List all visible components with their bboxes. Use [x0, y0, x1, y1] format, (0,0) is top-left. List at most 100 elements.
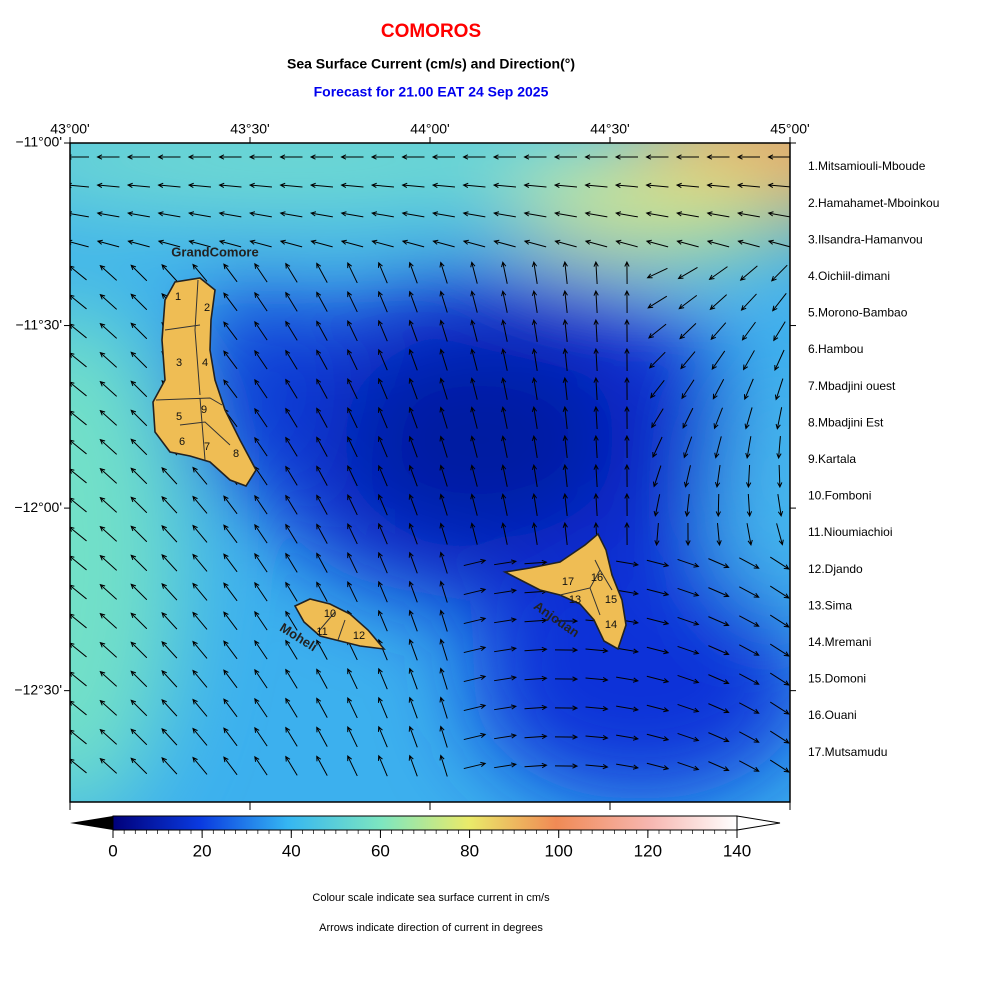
current-arrow — [192, 582, 208, 601]
current-arrow — [96, 211, 120, 218]
current-arrow — [377, 580, 388, 603]
current-arrow — [501, 522, 508, 545]
current-arrow — [408, 464, 418, 487]
current-arrow — [624, 463, 630, 488]
current-arrow — [524, 675, 548, 682]
current-arrow — [524, 559, 548, 566]
current-arrow — [70, 526, 87, 542]
current-arrow — [439, 696, 448, 719]
current-arrow — [192, 524, 208, 543]
current-arrow — [161, 728, 178, 746]
note: Arrows indicate direction of current in … — [319, 922, 543, 934]
current-arrow — [408, 580, 418, 603]
current-arrow — [161, 525, 178, 543]
current-arrow — [678, 294, 698, 310]
current-arrow — [772, 293, 787, 312]
current-arrow — [624, 260, 630, 285]
current-arrow — [408, 725, 418, 748]
current-arrow — [126, 154, 150, 160]
current-arrow — [187, 154, 211, 160]
current-arrow — [593, 347, 599, 372]
current-arrow — [439, 580, 448, 603]
current-arrow — [501, 319, 508, 342]
current-arrow — [524, 617, 548, 624]
current-arrow — [316, 581, 328, 602]
current-arrow — [769, 556, 790, 570]
current-arrow — [709, 294, 727, 311]
district-number: 3 — [176, 357, 182, 369]
current-arrow — [408, 493, 418, 516]
current-arrow — [708, 266, 728, 281]
current-arrow — [161, 699, 178, 717]
current-arrow — [285, 639, 298, 660]
current-arrow — [616, 734, 639, 741]
current-arrow — [494, 646, 518, 653]
current-arrow — [439, 725, 448, 748]
current-arrow — [285, 291, 298, 312]
current-arrow — [70, 729, 87, 745]
current-arrow — [316, 291, 328, 312]
current-arrow — [432, 211, 455, 218]
forecast: Forecast for 21.00 EAT 24 Sep 2025 — [314, 84, 549, 100]
current-arrow — [470, 522, 478, 545]
current-arrow — [254, 697, 268, 718]
current-arrow — [408, 261, 418, 284]
current-arrow — [254, 349, 268, 370]
current-arrow — [223, 698, 238, 718]
current-arrow — [223, 669, 238, 689]
current-arrow — [161, 757, 178, 775]
region-entry: 1.Mitsamiouli-Mboude — [808, 159, 926, 173]
current-arrow — [744, 407, 753, 430]
current-arrow — [739, 644, 760, 656]
current-arrow — [377, 319, 388, 342]
y-tick-label: −11°30' — [15, 316, 62, 332]
current-arrow — [708, 732, 730, 743]
current-arrow — [675, 154, 699, 160]
current-arrow — [624, 318, 630, 343]
current-arrow — [347, 465, 358, 487]
current-arrow — [524, 733, 548, 740]
current-arrow — [70, 584, 87, 600]
current-arrow — [624, 521, 630, 546]
current-arrow — [285, 668, 298, 689]
current-arrow — [646, 588, 670, 597]
current-arrow — [769, 701, 790, 715]
current-arrow — [254, 581, 268, 602]
current-arrow — [593, 376, 599, 401]
current-arrow — [562, 492, 568, 516]
current-arrow — [776, 435, 782, 460]
current-arrow — [223, 263, 238, 283]
current-arrow — [715, 493, 721, 518]
current-arrow — [492, 154, 516, 160]
current-arrow — [593, 260, 599, 285]
current-arrow — [187, 182, 212, 189]
current-arrow — [371, 211, 394, 218]
current-arrow — [593, 289, 599, 314]
current-arrow — [470, 319, 478, 342]
current-arrow — [99, 641, 118, 658]
current-arrow — [285, 581, 298, 602]
current-arrow — [775, 407, 783, 430]
district-number: 8 — [233, 448, 239, 460]
region-entry: 9.Kartala — [808, 452, 856, 466]
current-arrow — [408, 377, 418, 400]
current-arrow — [99, 264, 118, 281]
region-entry: 7.Mbadjini ouest — [808, 379, 896, 393]
current-arrow — [130, 351, 148, 369]
current-arrow — [646, 267, 668, 279]
current-arrow — [340, 239, 364, 248]
current-arrow — [624, 405, 630, 430]
current-arrow — [316, 639, 328, 660]
current-arrow — [624, 492, 630, 517]
current-arrow — [677, 761, 700, 771]
y-tick-label: −11°00' — [15, 134, 62, 150]
current-arrow — [347, 552, 358, 574]
current-arrow — [192, 495, 208, 514]
current-arrow — [677, 674, 700, 684]
district-number: 11 — [316, 626, 327, 638]
current-arrow — [377, 464, 388, 487]
current-arrow — [99, 438, 118, 455]
current-arrow — [614, 154, 638, 160]
current-arrow — [706, 154, 730, 160]
current-arrow — [493, 239, 516, 248]
